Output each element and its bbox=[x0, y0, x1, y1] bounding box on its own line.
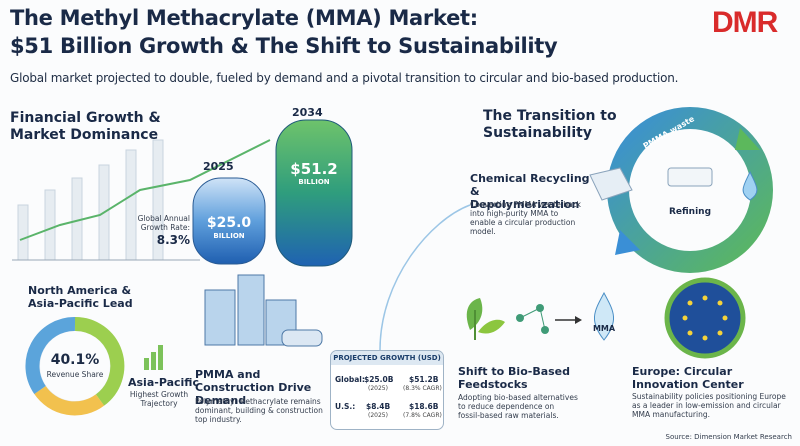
section-heading: PMMA and Construction Drive Demand bbox=[195, 368, 312, 407]
capsule-value: $25.0 bbox=[206, 215, 252, 231]
donut-arc-green bbox=[74, 316, 125, 406]
row-to-note: (8.3% CAGR) bbox=[403, 385, 442, 392]
logo: DMR bbox=[712, 6, 778, 39]
row-to-note: (7.8% CAGR) bbox=[403, 412, 442, 419]
donut-arc-blue bbox=[25, 316, 76, 394]
buildings-icon bbox=[204, 274, 323, 347]
eu-globe bbox=[664, 277, 746, 359]
capsule-unit: BILLION bbox=[298, 178, 330, 186]
row-from: $8.4B bbox=[366, 402, 391, 411]
highlight: Asia-Pacific bbox=[128, 376, 199, 389]
year-label: 2034 bbox=[292, 106, 323, 119]
section-heading: Chemical Recycling & Depolymerization bbox=[470, 172, 590, 211]
capsule-unit: BILLION bbox=[213, 232, 245, 240]
row-from-note: (2025) bbox=[368, 385, 388, 392]
waste-shards bbox=[589, 167, 633, 201]
section-heading: Shift to Bio-Based Feedstocks bbox=[458, 365, 571, 391]
refinery-icon bbox=[667, 167, 713, 187]
section-heading: Europe: Circular Innovation Center bbox=[632, 365, 744, 391]
highlight-note: Highest Growth Trajectory bbox=[129, 390, 189, 408]
eu-stars bbox=[682, 295, 728, 341]
source: Source: Dimension Market Research bbox=[665, 433, 792, 441]
subtitle: Global market projected to double, fuele… bbox=[10, 71, 679, 85]
box-title: PROJECTED GROWTH (USD) bbox=[331, 351, 443, 365]
drop-icon bbox=[742, 170, 758, 201]
loop-arrow bbox=[615, 230, 640, 255]
section-heading: Financial Growth & Market Dominance bbox=[10, 110, 161, 143]
row-to: $51.2B bbox=[409, 375, 439, 384]
section-text: Converting PMMA waste back into high-pur… bbox=[470, 200, 582, 236]
row-from: $25.0B bbox=[364, 375, 394, 384]
section-text: Polymethyl Methacrylate remains dominant… bbox=[195, 397, 323, 424]
loop-arrow bbox=[735, 128, 760, 150]
mma-label: MMA bbox=[592, 324, 616, 333]
projected-box: PROJECTED GROWTH (USD) Global: $25.0B (2… bbox=[330, 350, 444, 430]
row-region: Global: bbox=[335, 375, 365, 384]
share-label: Revenue Share bbox=[46, 370, 104, 379]
trend-line bbox=[19, 139, 271, 241]
row-to: $18.6B bbox=[409, 402, 439, 411]
title: The Methyl Methacrylate (MMA) Market: bbox=[10, 6, 478, 30]
donut-arc-yellow bbox=[34, 385, 105, 416]
capsule-2025 bbox=[192, 177, 266, 265]
bio-icons bbox=[466, 291, 614, 341]
capsule-value: $51.2 bbox=[290, 160, 338, 178]
connector bbox=[379, 204, 471, 351]
growth-bars-icon bbox=[144, 345, 163, 370]
growth-value: 8.3% bbox=[156, 233, 190, 247]
row-region: U.S.: bbox=[335, 402, 356, 411]
section-text: Sustainability policies positioning Euro… bbox=[632, 392, 786, 419]
refining-label: Refining bbox=[668, 207, 712, 217]
share-value: 40.1% bbox=[50, 352, 100, 368]
title: $51 Billion Growth & The Shift to Sustai… bbox=[10, 34, 558, 58]
row-from-note: (2025) bbox=[368, 412, 388, 419]
section-text: Adopting bio-based alternatives to reduc… bbox=[458, 393, 578, 420]
section-heading: The Transition to Sustainability bbox=[483, 108, 617, 141]
section-heading: North America & Asia-Pacific Lead bbox=[28, 284, 133, 310]
growth-label: Global Annual Growth Rate: bbox=[137, 214, 190, 232]
year-label: 2025 bbox=[203, 160, 234, 173]
capsule-2034 bbox=[275, 119, 353, 267]
